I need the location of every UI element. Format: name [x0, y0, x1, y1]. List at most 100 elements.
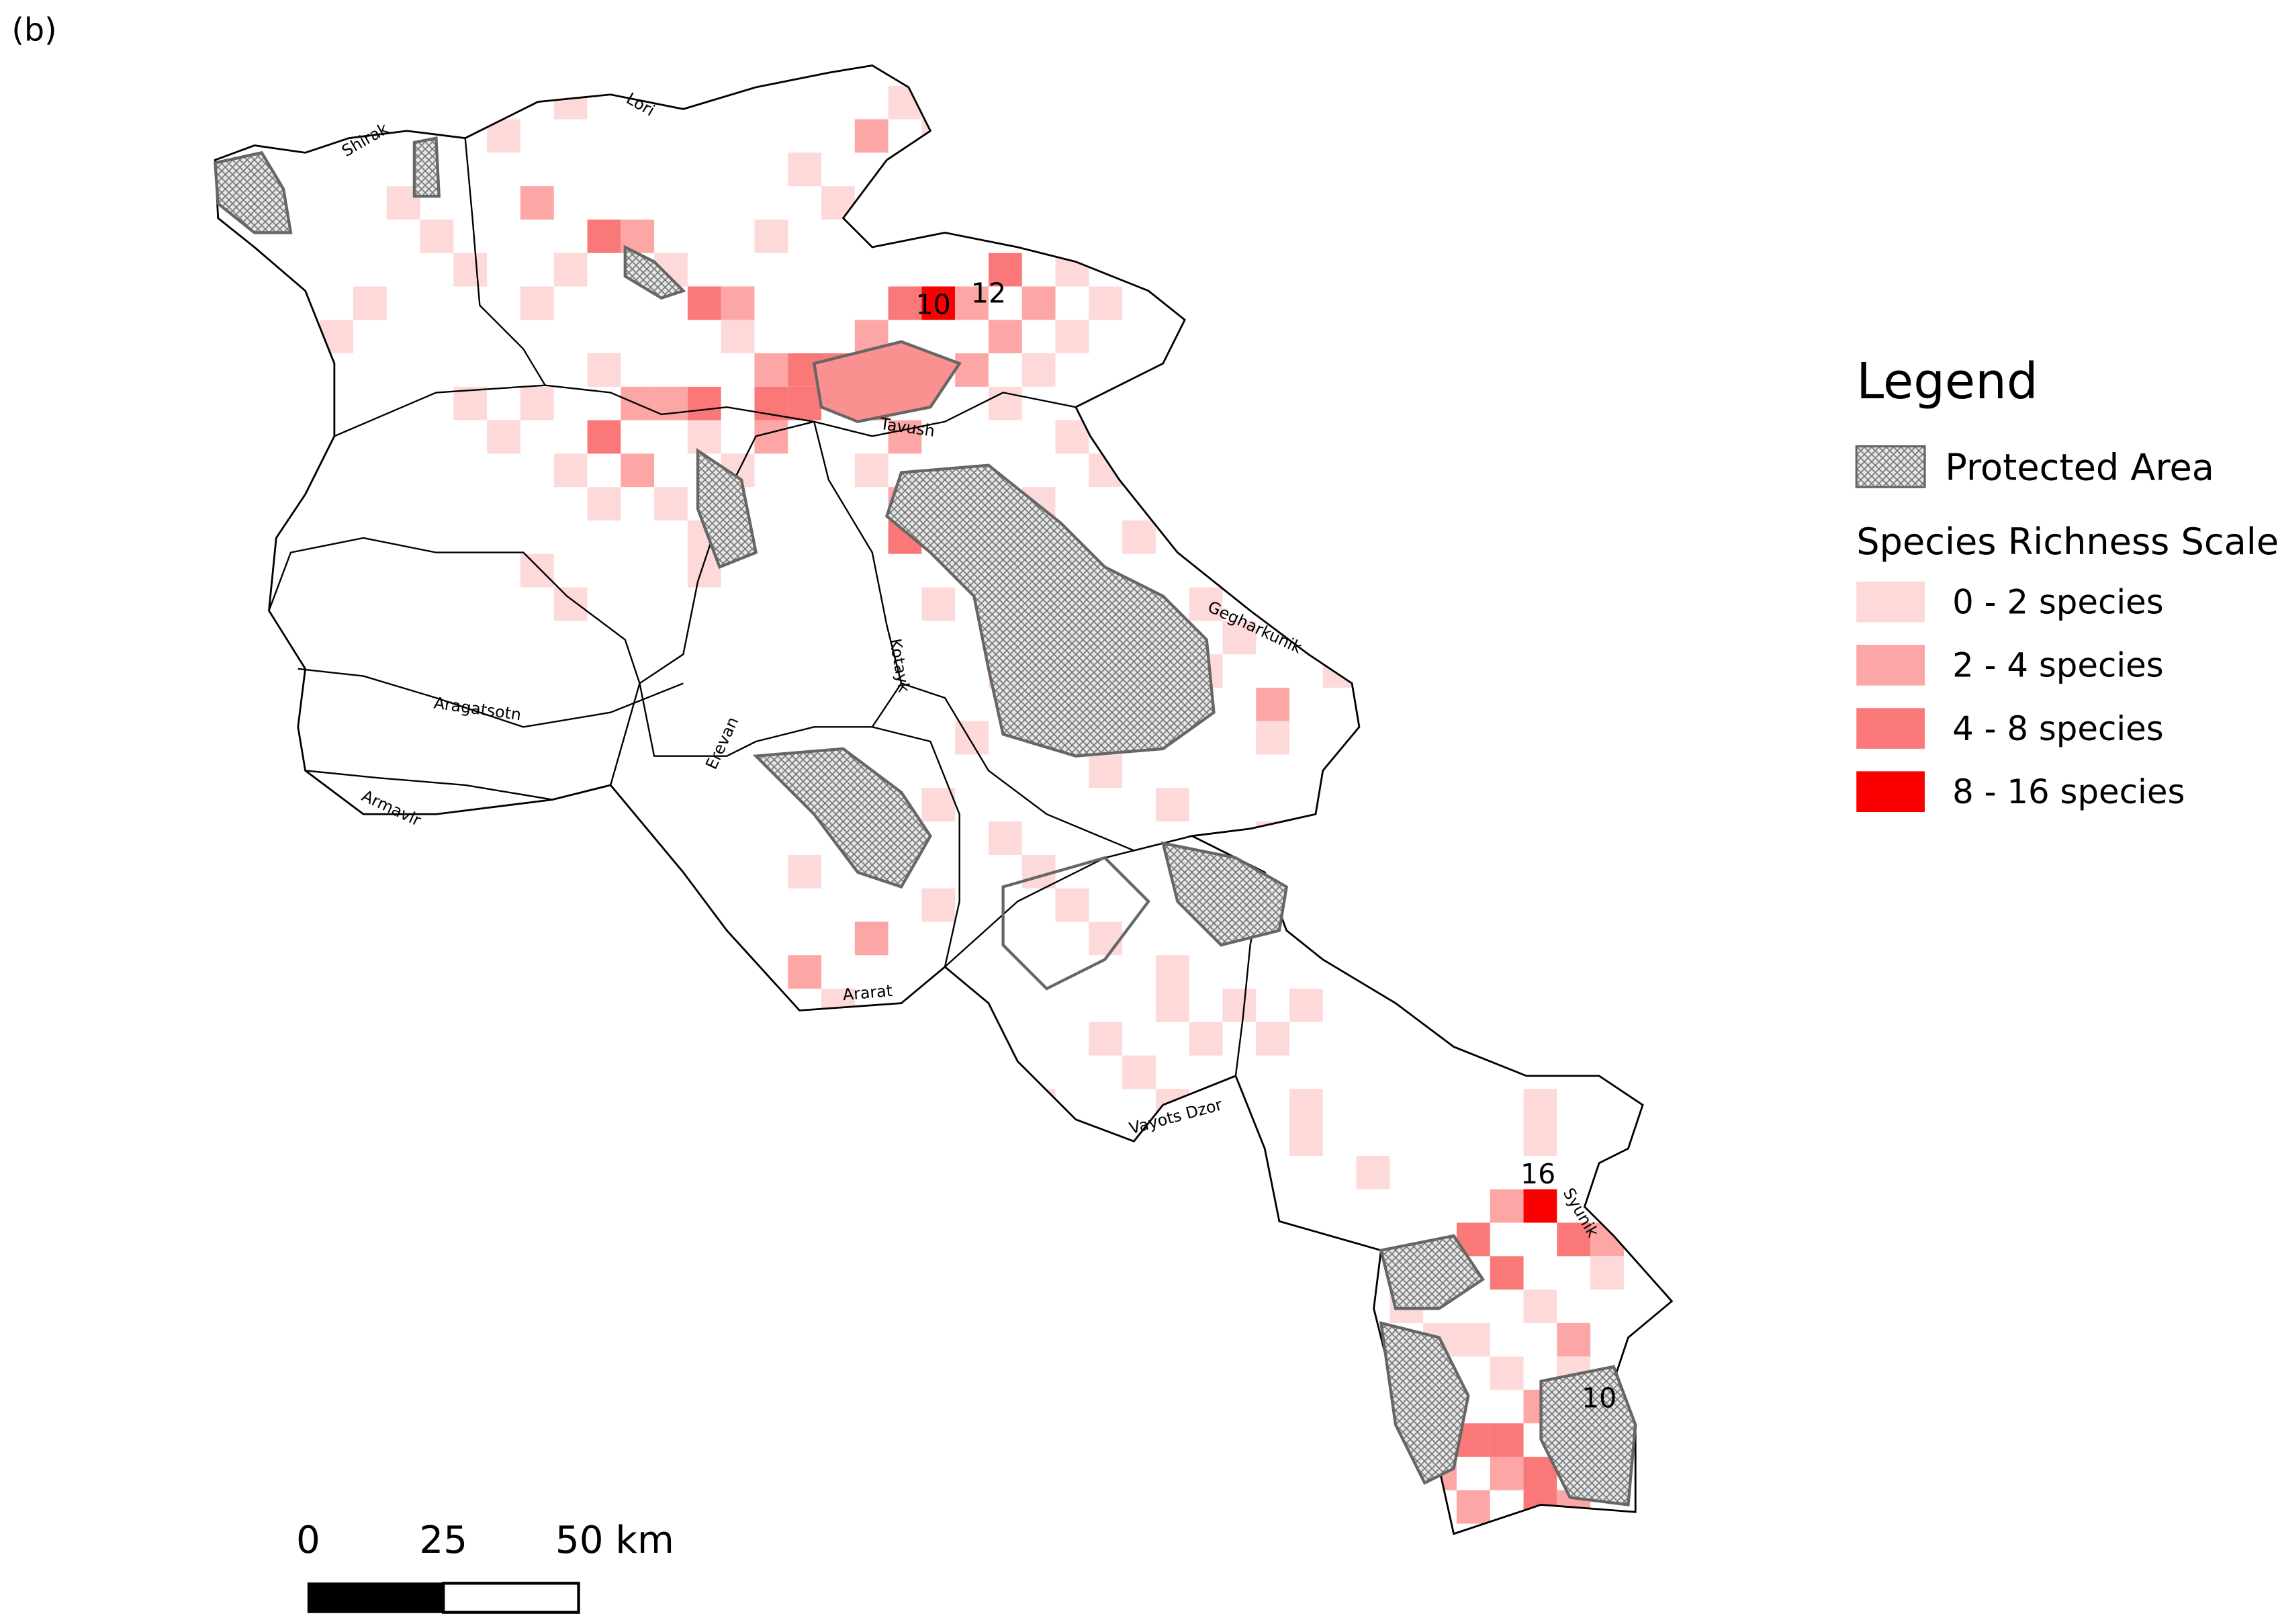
- grid-cell: [520, 386, 554, 420]
- grid-cell: [721, 320, 755, 354]
- grid-cell: [520, 553, 554, 588]
- region-labels: ShirakLoriTavushGegharkunikKotaykAragats…: [338, 89, 1602, 1241]
- grid-cell: [788, 386, 822, 420]
- grid-cell: [1256, 687, 1290, 721]
- grid-cell: [1490, 1423, 1524, 1457]
- grid-cell: [988, 386, 1022, 420]
- grid-cell: [1523, 1089, 1557, 1123]
- grid-cell: [1322, 921, 1357, 956]
- grid-cell: [854, 921, 889, 956]
- grid-cell: [687, 386, 721, 420]
- grid-cell: [1289, 1089, 1323, 1123]
- legend-swatch: [1856, 645, 1925, 686]
- grid-cell: [988, 320, 1022, 354]
- grid-cell: [1322, 1290, 1357, 1323]
- grid-cell: [788, 152, 822, 187]
- grid-cell: [587, 487, 621, 521]
- legend-swatch: [1856, 771, 1925, 812]
- grid-cell: [754, 353, 788, 387]
- grid-cell: [821, 186, 855, 220]
- grid-cell: [1222, 621, 1257, 655]
- grid-cell: [1523, 1189, 1557, 1223]
- grid-cell: [888, 286, 922, 320]
- grid-cell: [1523, 1490, 1557, 1524]
- grid-cell: [1155, 955, 1189, 989]
- grid-cell: [1322, 854, 1357, 889]
- grid-cell: [955, 353, 989, 387]
- grid-cell: [721, 989, 755, 1022]
- grid-cell: [1222, 989, 1257, 1022]
- legend-label: Protected Area: [1945, 446, 2214, 488]
- grid-cell: [320, 320, 354, 354]
- cell-annotation: 16: [1520, 1158, 1555, 1190]
- grid-cell: [621, 453, 655, 488]
- grid-cell: [553, 453, 588, 488]
- grid-cell: [587, 353, 621, 387]
- scale-segment: [442, 1582, 580, 1614]
- grid-cell: [955, 286, 989, 320]
- region-label: Aragatsotn: [432, 693, 522, 724]
- scale-tick-label: 50 km: [555, 1519, 674, 1562]
- grid-cell: [1490, 1189, 1524, 1223]
- grid-cell: [1055, 420, 1089, 454]
- grid-cell: [1122, 1055, 1156, 1089]
- scale-tick-label: 25: [419, 1519, 467, 1562]
- scale-tick-label: 0: [296, 1519, 320, 1562]
- grid-cell: [1256, 1022, 1290, 1056]
- grid-cell: [1456, 1490, 1490, 1524]
- legend-title: Legend: [1856, 353, 2038, 410]
- grid-cell: [1089, 754, 1123, 788]
- grid-cell: [854, 453, 889, 488]
- grid-cell: [1155, 788, 1189, 822]
- region-label: Shirak: [338, 119, 392, 161]
- grid-cell: [1089, 1022, 1123, 1056]
- legend-subtitle: Species Richness Scale: [1856, 521, 2278, 563]
- grid-cell: [1189, 1122, 1223, 1156]
- grid-cell: [921, 888, 956, 922]
- grid-cell: [1557, 1523, 1591, 1534]
- annotations: 10 12 16 10: [916, 277, 1617, 1414]
- cell-annotation: 10: [916, 289, 951, 321]
- grid-cell: [721, 286, 755, 320]
- grid-cell: [453, 253, 488, 287]
- region-label: Ararat: [842, 981, 894, 1004]
- legend: Legend Protected Area Species Richness S…: [1855, 353, 2278, 812]
- grid-cell: [687, 286, 721, 320]
- grid-cell: [921, 587, 956, 621]
- region-label: Erevan: [702, 714, 742, 772]
- legend-swatch: [1855, 445, 1926, 488]
- grid-cell: [1089, 921, 1123, 956]
- grid-cell: [921, 788, 956, 822]
- grid-cell: [1356, 1155, 1390, 1189]
- grid-cell: [1356, 888, 1390, 922]
- grid-cell: [420, 219, 454, 253]
- legend-label: 2 - 4 species: [1952, 646, 2164, 685]
- grid-cell: [1523, 1523, 1557, 1534]
- grid-cell: [1021, 353, 1056, 387]
- grid-cell: [553, 587, 588, 621]
- grid-cell: [1557, 1322, 1591, 1357]
- grid-cell: [788, 1022, 822, 1056]
- grid-cell: [1557, 1222, 1591, 1257]
- region-label: Armavir: [359, 786, 424, 830]
- grid-cell: [520, 186, 554, 220]
- grid-cell: [1456, 1322, 1490, 1357]
- grid-cell: [1490, 1523, 1524, 1534]
- grid-cell: [553, 85, 588, 120]
- grid-cell: [854, 119, 889, 153]
- grid-cell: [788, 955, 822, 989]
- legend-label: 8 - 16 species: [1952, 772, 2185, 811]
- grid-cell: [453, 386, 488, 420]
- legend-label: 0 - 2 species: [1952, 583, 2164, 622]
- grid-cell: [587, 420, 621, 454]
- protected-areas: [214, 136, 1637, 1506]
- grid-cell: [988, 253, 1022, 287]
- grid-cell: [1089, 286, 1123, 320]
- grid-cell: [1189, 587, 1223, 621]
- grid-cell: [1021, 854, 1056, 889]
- grid-cell: [754, 219, 788, 253]
- grid-cell: [654, 386, 688, 420]
- region-label: Lori: [623, 89, 658, 120]
- grid-cell: [1256, 721, 1290, 755]
- grid-cell: [587, 219, 621, 253]
